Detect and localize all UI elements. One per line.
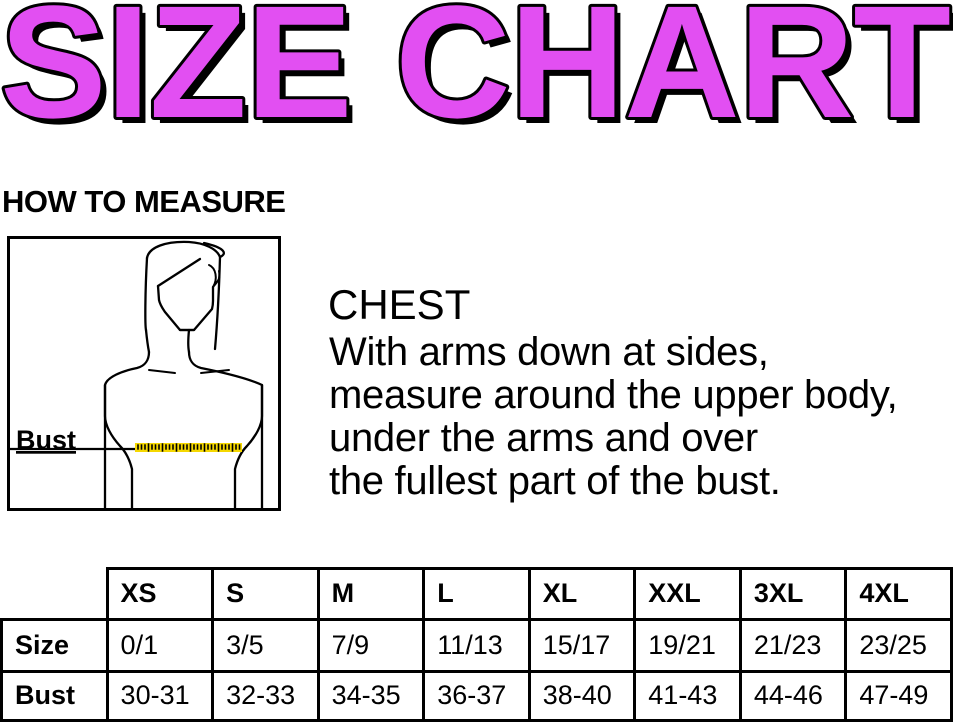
svg-text:SIZE CHART: SIZE CHART [0, 0, 950, 145]
svg-text:Bust: Bust [16, 425, 76, 455]
